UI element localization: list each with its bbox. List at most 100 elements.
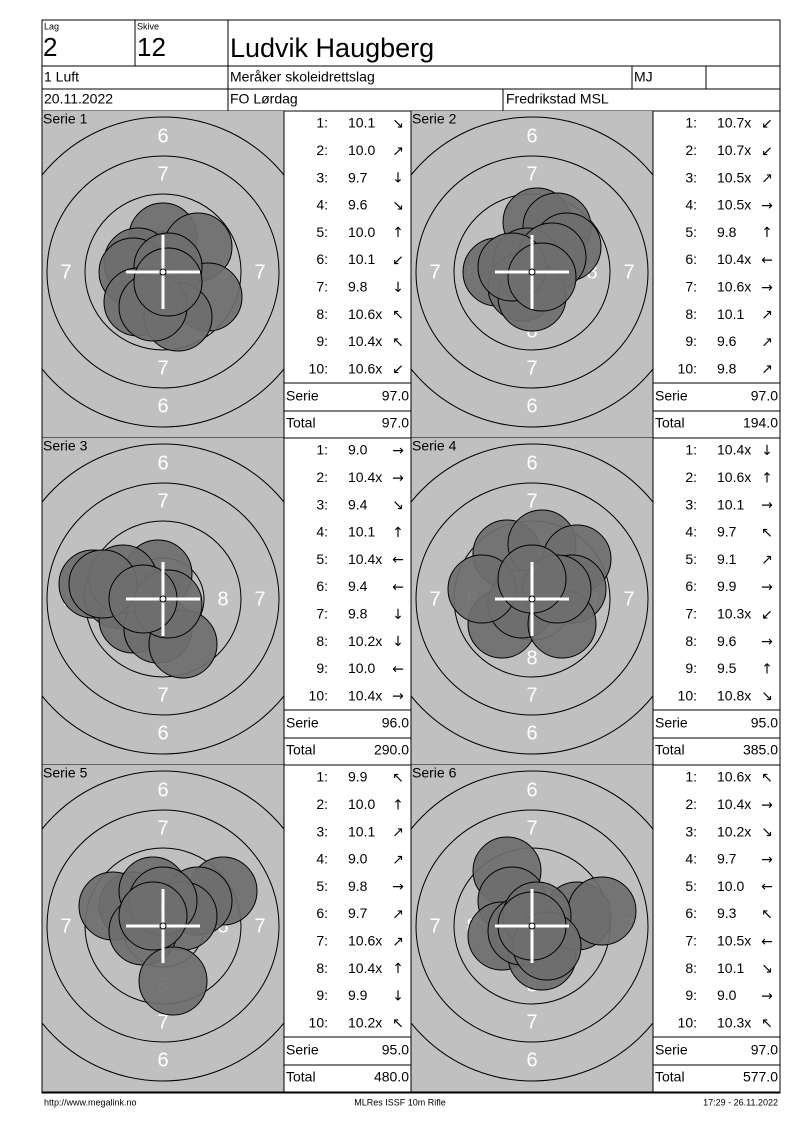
footer-program: MLRes ISSF 10m Rifle	[354, 1097, 446, 1107]
shot-score: 9.6	[717, 633, 737, 649]
shot-direction: ↖	[392, 1016, 404, 1032]
class: 1 Luft	[44, 69, 79, 85]
shot-number: 6:	[685, 251, 697, 267]
shot-direction: ↖	[392, 307, 404, 323]
shot-number: 7:	[316, 606, 328, 622]
shot-hole	[507, 242, 577, 312]
shot-direction: →	[761, 852, 773, 868]
ring-label: 7	[157, 684, 168, 706]
shot-score: 10.1	[348, 115, 375, 131]
total-label: Total	[655, 1069, 685, 1085]
ring-label: 6	[526, 722, 537, 744]
ring-label: 6	[157, 452, 168, 474]
ring	[46, 482, 280, 716]
shot-direction: ↓	[761, 443, 773, 459]
series-title: Serie 3	[43, 438, 88, 454]
shot-score: 9.8	[717, 360, 737, 376]
series-grid: 6 6 7 7 7 7 8 8 8 Serie 1 1: 10.1 ↘ 2: 10.0 ↗ 3: 9.7 ↓ 4: 9.…	[41, 111, 780, 1093]
shot-direction: ↑	[392, 961, 404, 977]
shot-direction: ↑	[392, 525, 404, 541]
shot-score: 10.4x	[348, 333, 382, 349]
shot-number: 10:	[678, 687, 697, 703]
shot-direction: ↘	[761, 961, 773, 977]
shot-number: 6:	[685, 578, 697, 594]
shot-number: 2:	[316, 142, 328, 158]
ring-label: 8	[217, 588, 228, 610]
serie-label: Serie	[655, 715, 688, 731]
target: 667777888	[42, 765, 284, 1092]
ring-label: 7	[623, 588, 634, 610]
shot-direction: ↗	[761, 171, 773, 187]
shot-number: 8:	[316, 306, 328, 322]
shot-score: 10.6x	[717, 469, 751, 485]
shot-number: 5:	[685, 224, 697, 240]
ring	[415, 155, 649, 389]
shot-score: 10.2x	[348, 1014, 382, 1030]
shot-score: 9.4	[348, 496, 368, 512]
ring-label: 8	[586, 261, 597, 283]
shot-direction: ↑	[761, 225, 773, 241]
shot-direction: ↘	[392, 116, 404, 132]
target: 667777888	[411, 765, 653, 1092]
shot-number: 9:	[316, 333, 328, 349]
shot-number: 6:	[316, 578, 328, 594]
serie-sum: 97.0	[751, 1042, 778, 1058]
shot-number: 4:	[316, 524, 328, 540]
shot-direction: ↙	[392, 253, 404, 269]
ring	[46, 155, 280, 389]
shot-direction: →	[761, 280, 773, 296]
shot-number: 1:	[316, 442, 328, 458]
total-sum: 194.0	[743, 415, 778, 431]
ring-label: 7	[526, 684, 537, 706]
shot-score: 9.9	[717, 578, 737, 594]
serie-sum: 96.0	[382, 715, 409, 731]
serie-label: Serie	[286, 715, 319, 731]
lag: 2	[43, 32, 57, 62]
shot-score: 10.0	[348, 660, 375, 676]
serie-sum: 97.0	[751, 388, 778, 404]
shot-score: 9.0	[348, 851, 368, 867]
shot-direction: →	[392, 443, 404, 459]
shot-score: 10.3x	[717, 606, 751, 622]
shot-number: 9:	[685, 987, 697, 1003]
location: Fredrikstad MSL	[506, 91, 609, 107]
shot-score: 10.5x	[717, 197, 751, 213]
shot-direction: ↖	[392, 334, 404, 350]
shot-score: 9.0	[717, 987, 737, 1003]
target: 667777888	[411, 438, 653, 765]
ring-label: 7	[526, 357, 537, 379]
shot-score: 9.6	[717, 333, 737, 349]
shot-direction: ↙	[761, 116, 773, 132]
ring-label: 6	[157, 1049, 168, 1071]
shot-score: 10.4x	[348, 551, 382, 567]
lag-label: Lag	[44, 21, 59, 31]
shot-direction: ↖	[761, 770, 773, 786]
shot-score: 10.7x	[717, 115, 751, 131]
shot-score: 9.7	[348, 169, 368, 185]
shot-number: 3:	[685, 169, 697, 185]
shot-score: 10.6x	[717, 769, 751, 785]
shot-number: 3:	[316, 169, 328, 185]
shot-direction: ↙	[392, 362, 404, 378]
shot-number: 10:	[309, 1014, 328, 1030]
shot-score: 10.0	[348, 796, 375, 812]
shot-direction: ↖	[392, 770, 404, 786]
shot-number: 5:	[316, 224, 328, 240]
shot-score: 10.1	[348, 524, 375, 540]
ring-label: 7	[157, 817, 168, 839]
shot-direction: →	[761, 634, 773, 650]
ring-label: 7	[526, 163, 537, 185]
shot-score: 9.1	[717, 551, 737, 567]
ring	[46, 809, 280, 1043]
ring-label: 7	[429, 261, 440, 283]
shot-score: 10.4x	[717, 796, 751, 812]
shot-score: 9.8	[717, 224, 737, 240]
shot-direction: →	[392, 470, 404, 486]
shot-score: 10.4x	[348, 687, 382, 703]
shot-score: 9.0	[348, 442, 368, 458]
shot-direction: ↗	[761, 334, 773, 350]
total-label: Total	[286, 415, 316, 431]
shot-number: 3:	[685, 823, 697, 839]
shot-number: 1:	[685, 442, 697, 458]
ring-label: 6	[526, 1049, 537, 1071]
